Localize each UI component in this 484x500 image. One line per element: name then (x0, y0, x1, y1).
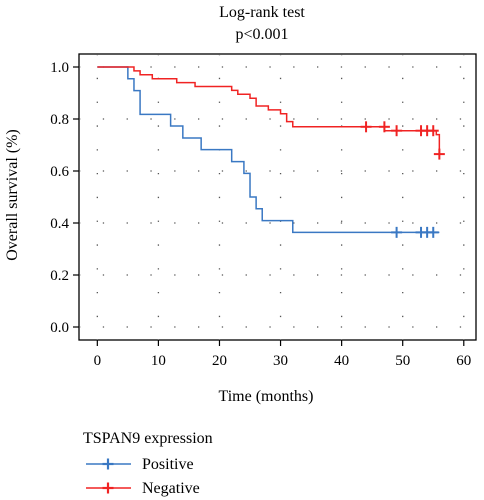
legend-label-negative: Negative (142, 480, 200, 497)
censor-mark-negative (378, 121, 390, 133)
series-layer (97, 66, 445, 238)
y-tick-label: 1.0 (50, 60, 69, 76)
plot-frame (78, 53, 477, 341)
axes: 0 10 20 30 40 50 60 0.0 0.2 0.4 0.6 0.8 1.0 (50, 60, 471, 369)
x-tick-label: 10 (151, 353, 166, 369)
legend-label-positive: Positive (142, 456, 194, 473)
x-tick-label: 30 (273, 353, 288, 369)
legend-title: TSPAN9 expression (83, 430, 213, 447)
chart-title: Log-rank test (219, 4, 305, 21)
y-tick-label: 0.6 (50, 164, 69, 180)
y-axis-label: Overall survival (%) (4, 129, 21, 261)
y-tick-label: 0.8 (50, 112, 69, 128)
censor-mark-positive (427, 226, 439, 238)
censor-mark-negative (391, 125, 403, 137)
grid-lines (79, 54, 476, 340)
x-tick-label: 60 (456, 353, 471, 369)
y-tick-label: 0.4 (50, 216, 69, 232)
censor-mark-negative (427, 125, 439, 137)
survival-curve-positive (97, 66, 440, 234)
x-tick-label: 0 (94, 353, 102, 369)
censor-mark-negative (433, 148, 445, 160)
chart-subtitle: p<0.001 (235, 26, 288, 43)
x-axis-label: Time (months) (219, 388, 314, 405)
legend-item-positive: Positive (86, 456, 194, 473)
censor-mark-positive (391, 226, 403, 238)
x-tick-label: 40 (334, 353, 349, 369)
legend-item-negative: Negative (86, 480, 200, 497)
censor-mark-negative (360, 121, 372, 133)
y-tick-label: 0.0 (50, 320, 69, 336)
x-tick-label: 20 (212, 353, 227, 369)
survival-curve-negative (97, 66, 441, 155)
y-tick-label: 0.2 (50, 268, 69, 284)
x-tick-label: 50 (395, 353, 410, 369)
legend: TSPAN9 expression Positive Negative (83, 430, 213, 497)
